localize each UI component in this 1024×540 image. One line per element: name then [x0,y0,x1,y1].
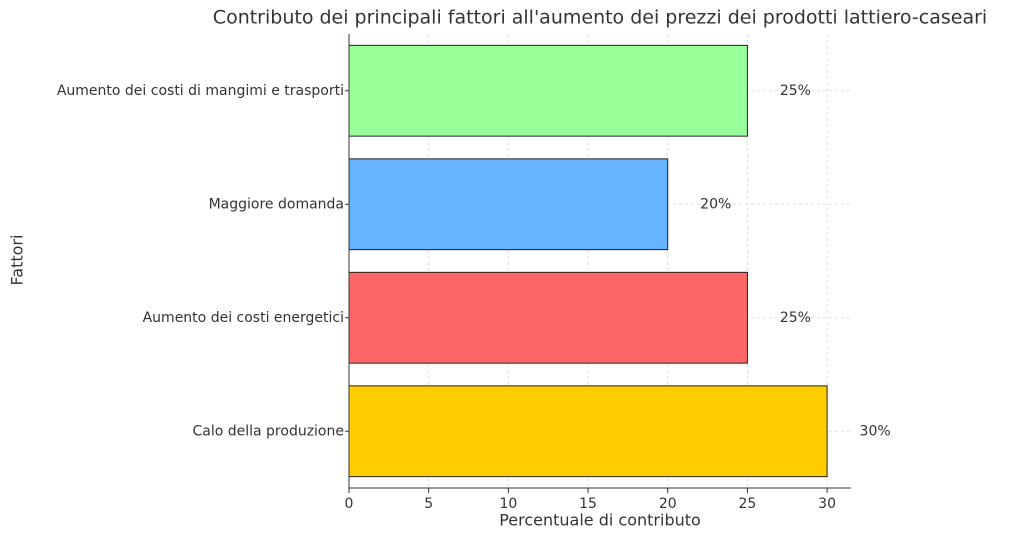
chart-title: Contributo dei principali fattori all'au… [213,7,987,29]
y-tick-label: Aumento dei costi energetici [143,310,344,326]
value-label: 20% [700,196,731,212]
value-label: 25% [780,83,811,99]
y-tick-label: Aumento dei costi di mangimi e trasporti [57,83,344,99]
bar [348,158,669,251]
y-tick-label: Calo della produzione [192,423,344,439]
value-label: 30% [860,423,891,439]
x-tick-label: 10 [499,496,517,512]
x-tick-label: 30 [818,496,836,512]
x-axis-label: Percentuale di contributo [499,511,701,530]
x-tick-label: 0 [345,496,354,512]
bar [348,44,748,137]
y-tick-label: Maggiore domanda [209,196,344,212]
x-tick-label: 20 [659,496,677,512]
bar [348,385,828,478]
x-tick-label: 5 [424,496,433,512]
value-label: 25% [780,310,811,326]
y-axis-label: Fattori [8,235,27,286]
x-tick-label: 15 [579,496,597,512]
x-tick-label: 25 [738,496,756,512]
bar [348,271,748,364]
